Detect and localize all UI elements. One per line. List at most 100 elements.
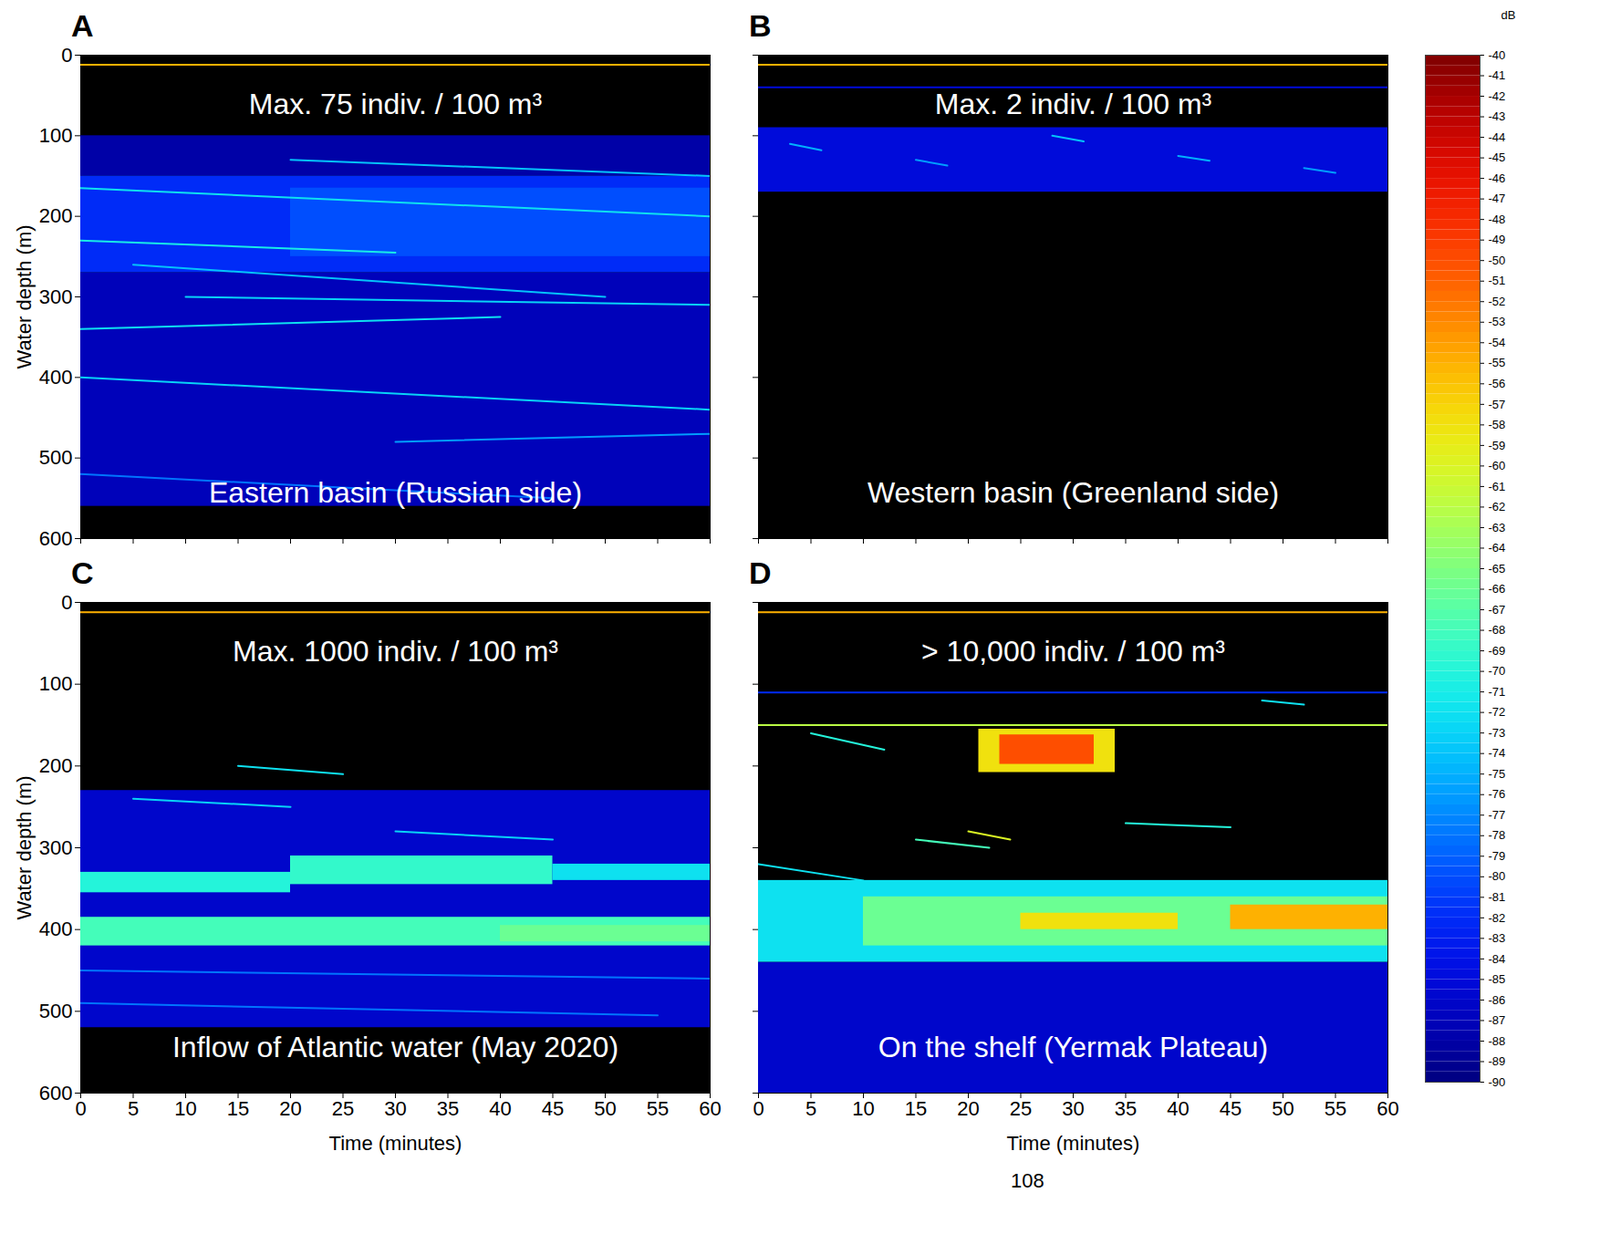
svg-text:500: 500 [39, 999, 73, 1023]
svg-text:-47: -47 [1488, 191, 1507, 206]
svg-text:-50: -50 [1488, 253, 1507, 268]
svg-text:-90: -90 [1488, 1075, 1507, 1090]
svg-text:5: 5 [805, 1097, 817, 1121]
svg-text:-71: -71 [1488, 685, 1507, 699]
svg-text:Time (minutes): Time (minutes) [1007, 1132, 1141, 1155]
svg-text:-58: -58 [1488, 417, 1507, 432]
svg-text:Max. 1000 indiv. / 100 m³: Max. 1000 indiv. / 100 m³ [232, 634, 559, 668]
svg-text:300: 300 [39, 836, 73, 860]
svg-text:-63: -63 [1488, 520, 1507, 535]
svg-text:300: 300 [39, 285, 73, 309]
svg-text:30: 30 [384, 1097, 406, 1121]
svg-text:dB: dB [1501, 8, 1517, 22]
svg-text:-89: -89 [1488, 1054, 1507, 1069]
svg-text:200: 200 [39, 754, 73, 778]
svg-text:-75: -75 [1488, 767, 1507, 781]
svg-text:Water depth (m): Water depth (m) [12, 224, 36, 369]
svg-text:-57: -57 [1488, 397, 1507, 412]
svg-text:0: 0 [74, 1097, 86, 1121]
svg-text:-70: -70 [1488, 664, 1507, 678]
svg-text:-54: -54 [1488, 335, 1507, 350]
svg-text:-72: -72 [1488, 705, 1507, 719]
svg-text:-40: -40 [1488, 48, 1507, 63]
svg-text:100: 100 [39, 672, 73, 696]
svg-text:600: 600 [39, 1081, 73, 1105]
svg-text:-74: -74 [1488, 746, 1507, 760]
svg-text:-43: -43 [1488, 109, 1507, 124]
svg-text:-49: -49 [1488, 232, 1507, 247]
svg-text:-81: -81 [1488, 890, 1507, 904]
svg-text:10: 10 [851, 1097, 874, 1121]
svg-text:400: 400 [39, 365, 73, 389]
svg-text:-56: -56 [1488, 376, 1507, 391]
svg-text:-77: -77 [1488, 808, 1507, 822]
svg-text:-73: -73 [1488, 726, 1507, 740]
svg-text:-51: -51 [1488, 273, 1507, 288]
svg-text:Western basin (Greenland side): Western basin (Greenland side) [867, 476, 1279, 510]
svg-text:-87: -87 [1488, 1013, 1507, 1028]
svg-text:-61: -61 [1488, 479, 1507, 494]
svg-text:Inflow of Atlantic water (May: Inflow of Atlantic water (May 2020) [172, 1030, 619, 1064]
svg-text:-78: -78 [1488, 828, 1507, 842]
svg-text:0: 0 [752, 1097, 764, 1121]
svg-text:-64: -64 [1488, 540, 1507, 555]
svg-text:55: 55 [1324, 1097, 1347, 1121]
svg-text:> 10,000 indiv. / 100 m³: > 10,000 indiv. / 100 m³ [921, 634, 1226, 668]
svg-text:100: 100 [39, 124, 73, 147]
svg-text:On the shelf (Yermak Plateau): On the shelf (Yermak Plateau) [878, 1030, 1268, 1064]
svg-text:55: 55 [646, 1097, 669, 1121]
svg-text:Max. 2 indiv. / 100 m³: Max. 2 indiv. / 100 m³ [935, 87, 1213, 121]
svg-text:-67: -67 [1488, 602, 1507, 617]
svg-text:-59: -59 [1488, 438, 1507, 453]
svg-text:-45: -45 [1488, 150, 1507, 165]
svg-text:-84: -84 [1488, 952, 1507, 967]
svg-text:35: 35 [1114, 1097, 1137, 1121]
svg-text:-79: -79 [1488, 849, 1507, 863]
svg-text:500: 500 [39, 446, 73, 469]
svg-text:-52: -52 [1488, 294, 1507, 309]
svg-text:10: 10 [174, 1097, 197, 1121]
svg-text:-55: -55 [1488, 355, 1507, 370]
svg-text:-85: -85 [1488, 972, 1507, 987]
svg-text:15: 15 [227, 1097, 250, 1121]
svg-text:Max. 75 indiv. / 100 m³: Max. 75 indiv. / 100 m³ [249, 87, 543, 121]
svg-text:20: 20 [956, 1097, 979, 1121]
svg-text:20: 20 [279, 1097, 302, 1121]
svg-text:200: 200 [39, 204, 73, 228]
svg-text:-42: -42 [1488, 89, 1507, 104]
svg-text:-44: -44 [1488, 130, 1507, 145]
svg-text:Water depth (m): Water depth (m) [12, 775, 36, 920]
svg-text:-83: -83 [1488, 931, 1507, 946]
svg-text:60: 60 [1376, 1097, 1399, 1121]
svg-text:5: 5 [127, 1097, 139, 1121]
svg-text:-80: -80 [1488, 869, 1507, 884]
svg-text:-86: -86 [1488, 993, 1507, 1008]
svg-text:-53: -53 [1488, 314, 1507, 329]
svg-text:-76: -76 [1488, 787, 1507, 801]
svg-text:-48: -48 [1488, 212, 1507, 227]
svg-text:50: 50 [593, 1097, 616, 1121]
svg-text:0: 0 [61, 43, 73, 67]
svg-text:50: 50 [1271, 1097, 1294, 1121]
svg-text:-65: -65 [1488, 561, 1507, 576]
svg-text:45: 45 [541, 1097, 564, 1121]
svg-text:25: 25 [1009, 1097, 1032, 1121]
svg-text:15: 15 [904, 1097, 927, 1121]
svg-text:60: 60 [698, 1097, 721, 1121]
svg-text:35: 35 [436, 1097, 459, 1121]
svg-text:-68: -68 [1488, 623, 1507, 637]
svg-text:25: 25 [332, 1097, 354, 1121]
svg-text:-69: -69 [1488, 644, 1507, 658]
svg-text:Eastern basin (Russian side): Eastern basin (Russian side) [208, 476, 582, 510]
svg-text:Time (minutes): Time (minutes) [329, 1132, 463, 1155]
svg-text:-60: -60 [1488, 458, 1507, 473]
svg-text:-66: -66 [1488, 581, 1507, 596]
svg-text:-82: -82 [1488, 911, 1507, 925]
svg-text:-62: -62 [1488, 499, 1507, 514]
svg-text:0: 0 [61, 591, 73, 614]
svg-text:40: 40 [488, 1097, 511, 1121]
svg-text:400: 400 [39, 917, 73, 941]
svg-text:45: 45 [1219, 1097, 1242, 1121]
svg-text:-46: -46 [1488, 171, 1507, 186]
svg-text:-88: -88 [1488, 1034, 1507, 1049]
